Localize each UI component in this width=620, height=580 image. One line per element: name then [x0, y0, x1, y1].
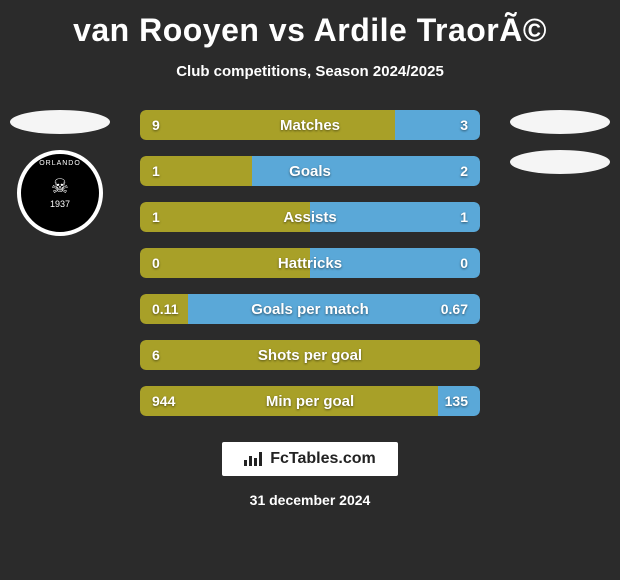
stat-row: Goals12 — [140, 156, 480, 186]
bar-chart-icon — [244, 452, 262, 466]
fctables-text: FcTables.com — [270, 450, 376, 468]
club-arc-text: ORLANDO — [39, 160, 81, 167]
stat-bar-left — [140, 386, 438, 416]
stat-bar-left — [140, 110, 395, 140]
stat-bar-left — [140, 156, 252, 186]
stat-row: Hattricks00 — [140, 248, 480, 278]
stat-bar-left — [140, 248, 310, 278]
player2-club-placeholder — [510, 150, 610, 174]
page-title: van Rooyen vs Ardile TraorÃ© — [0, 0, 620, 49]
footer: FcTables.com — [0, 442, 620, 476]
date-text: 31 december 2024 — [0, 492, 620, 508]
stat-bar-right — [310, 202, 480, 232]
left-logos: ORLANDO ☠ 1937 — [0, 110, 120, 236]
stat-row: Assists11 — [140, 202, 480, 232]
player1-photo-placeholder — [10, 110, 110, 134]
player2-photo-placeholder — [510, 110, 610, 134]
fctables-badge: FcTables.com — [222, 442, 398, 476]
subtitle: Club competitions, Season 2024/2025 — [0, 63, 620, 80]
club-year: 1937 — [50, 199, 70, 209]
stat-row: Min per goal944135 — [140, 386, 480, 416]
stat-bar-right — [188, 294, 480, 324]
comparison-content: ORLANDO ☠ 1937 Matches93 Goals12 Assists11… — [0, 110, 620, 416]
player1-club-badge: ORLANDO ☠ 1937 — [17, 150, 103, 236]
stat-bar-left — [140, 340, 480, 370]
stat-bar-right — [395, 110, 480, 140]
stat-row: Matches93 — [140, 110, 480, 140]
stat-bars: Matches93 Goals12 Assists11 Hattricks00 Goal… — [140, 110, 480, 416]
stat-bar-right — [252, 156, 480, 186]
stat-bar-right — [310, 248, 480, 278]
stat-bar-left — [140, 294, 188, 324]
stat-row: Shots per goal6 — [140, 340, 480, 370]
stat-bar-right — [438, 386, 481, 416]
stat-bar-left — [140, 202, 310, 232]
stat-row: Goals per match0.110.67 — [140, 294, 480, 324]
skull-crossbones-icon: ☠ — [51, 177, 69, 197]
right-logos — [500, 110, 620, 174]
